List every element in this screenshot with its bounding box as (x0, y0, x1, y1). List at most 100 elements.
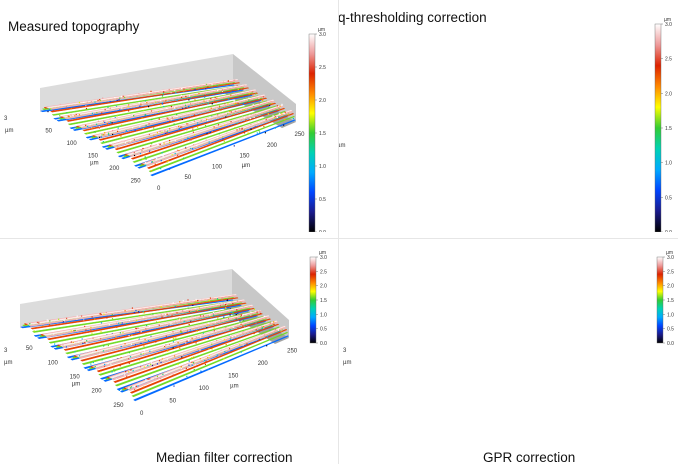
colorbar-unit: µm (319, 250, 326, 256)
depth-tick-label: 150 (88, 153, 99, 159)
side-wall (233, 54, 296, 122)
colorbar-tick-label: 1.5 (665, 126, 672, 132)
colorbar-tick-label: 0.5 (665, 195, 672, 201)
colorbar-unit: µm (666, 250, 673, 256)
colorbar-unit: µm (318, 27, 325, 33)
colorbar-tick-label: 0.0 (319, 230, 326, 232)
surface-ridge (40, 79, 243, 120)
panel-sq-thresholding: 50100150200250050100150200250µmµm3µmµm3.… (339, 0, 678, 232)
colorbar: µm3.0 2.5 2.0 1.5 1.0 0.5 0.0 (654, 17, 672, 232)
width-tick-label: 50 (185, 175, 192, 181)
colorbar: µm3.0 2.5 2.0 1.5 1.0 0.5 0.0 (308, 27, 326, 232)
surface-ridge (20, 294, 241, 338)
depth-tick-label: 200 (92, 389, 103, 395)
plot-layer: 50 100 150 200 250 0 50 100 150 200 250 µm µm 3 µm (4, 54, 305, 192)
width-tick-label: 200 (258, 361, 269, 367)
width-axis-unit: µm (230, 383, 238, 389)
colorbar-tick-label: 0.5 (667, 327, 674, 333)
width-tick-label: 0 (140, 411, 144, 417)
panel-gpr: 50100150200250050100150200250µmµm3µmµm3.… (339, 232, 678, 464)
back-wall (20, 269, 232, 328)
surface-ridge (119, 325, 290, 402)
z-axis-unit: µm (4, 360, 12, 366)
surface-ridge (137, 109, 297, 177)
panel-measured-topography: 50 100 150 200 250 0 50 100 150 200 250 µm µm 3 µm µm 3.… (0, 0, 339, 232)
z-axis-unit: µm (343, 360, 351, 366)
panel-title: GPR correction (483, 450, 576, 464)
depth-tick-label: 200 (109, 166, 120, 172)
depth-tick-label: 50 (45, 128, 52, 134)
depth-axis-unit: µm (72, 381, 80, 387)
z-axis-unit: µm (339, 143, 345, 149)
z-tick-label: 3 (4, 116, 8, 122)
width-tick-label: 250 (295, 132, 306, 138)
horizontal-divider (0, 238, 678, 239)
colorbar-tick-label: 1.0 (320, 312, 327, 318)
colorbar-tick-label: 2.0 (320, 284, 327, 290)
colorbar-tick-label: 0.5 (320, 327, 327, 333)
panel-title: Measured topography (8, 19, 140, 34)
colorbar-tick-label: 0.5 (319, 197, 326, 203)
colorbar-tick-label: 0.0 (320, 341, 327, 347)
colorbar-tick-label: 1.5 (319, 131, 326, 137)
colorbar-tick-label: 0.0 (665, 230, 672, 232)
colorbar-tick-label: 0.0 (667, 341, 674, 347)
surface-ridge (70, 310, 265, 369)
colorbar-tick-label: 3.0 (320, 255, 327, 261)
depth-tick-label: 100 (67, 141, 78, 147)
side-wall (232, 269, 289, 338)
colorbar-gradient (654, 23, 662, 232)
colorbar-tick-label: 2.5 (320, 269, 327, 275)
depth-axis-unit: µm (90, 160, 98, 166)
z-tick-label: 3 (339, 131, 340, 137)
colorbar-gradient (656, 256, 664, 344)
colorbar-tick-label: 1.5 (320, 298, 327, 304)
width-tick-label: 150 (240, 154, 251, 160)
depth-tick-label: 250 (131, 178, 142, 184)
colorbar: µm3.0 2.5 2.0 1.5 1.0 0.5 0.0 (656, 250, 674, 347)
width-tick-label: 200 (267, 143, 278, 149)
depth-tick-label: 150 (70, 374, 81, 380)
z-tick-label: 3 (343, 348, 347, 354)
colorbar-tick-label: 2.5 (667, 269, 674, 275)
width-tick-label: 0 (157, 186, 161, 192)
colorbar-tick-label: 3.0 (667, 255, 674, 261)
colorbar-tick-label: 3.0 (319, 32, 326, 38)
plot-layer: 50 100 150 200 250 0 50 100 150 200 250 µm µm 3 µm (4, 269, 298, 417)
panel-median-filter: 50 100 150 200 250 0 50 100 150 200 250 µm µm 3 µm µm 3.… (0, 232, 339, 464)
surface-plot: 50100150200250050100150200250µmµm3µmµm3.… (343, 250, 674, 366)
back-wall (40, 54, 233, 112)
colorbar-tick-label: 2.5 (319, 65, 326, 71)
surface-ridge (72, 89, 261, 139)
panel-title: Sq-thresholding correction (339, 10, 487, 25)
colorbar-tick-label: 1.0 (665, 161, 672, 167)
colorbar-tick-label: 1.0 (319, 164, 326, 170)
width-tick-label: 250 (287, 349, 298, 355)
colorbar: µm3.0 2.5 2.0 1.5 1.0 0.5 0.0 (309, 250, 327, 347)
surface-plot: 50100150200250050100150200250µmµm3µmµm3.… (339, 17, 672, 232)
colorbar-tick-label: 2.0 (319, 98, 326, 104)
depth-tick-label: 100 (48, 360, 59, 366)
z-axis-unit: µm (5, 128, 13, 134)
colorbar-tick-label: 2.5 (665, 57, 672, 63)
width-axis-unit: µm (242, 163, 250, 169)
width-tick-label: 150 (228, 374, 239, 380)
z-tick-label: 3 (4, 348, 8, 354)
vertical-divider (338, 0, 339, 464)
width-tick-label: 50 (169, 399, 176, 405)
colorbar-tick-label: 3.0 (665, 22, 672, 28)
depth-tick-label: 50 (26, 346, 33, 352)
colorbar-unit: µm (664, 17, 671, 23)
colorbar-tick-label: 1.5 (667, 298, 674, 304)
width-tick-label: 100 (199, 386, 210, 392)
colorbar-gradient (308, 33, 316, 232)
width-tick-label: 100 (212, 164, 223, 170)
colorbar-tick-label: 2.0 (665, 91, 672, 97)
depth-tick-label: 250 (113, 403, 124, 409)
panel-title: Median filter correction (156, 450, 293, 464)
colorbar-gradient (309, 256, 317, 344)
